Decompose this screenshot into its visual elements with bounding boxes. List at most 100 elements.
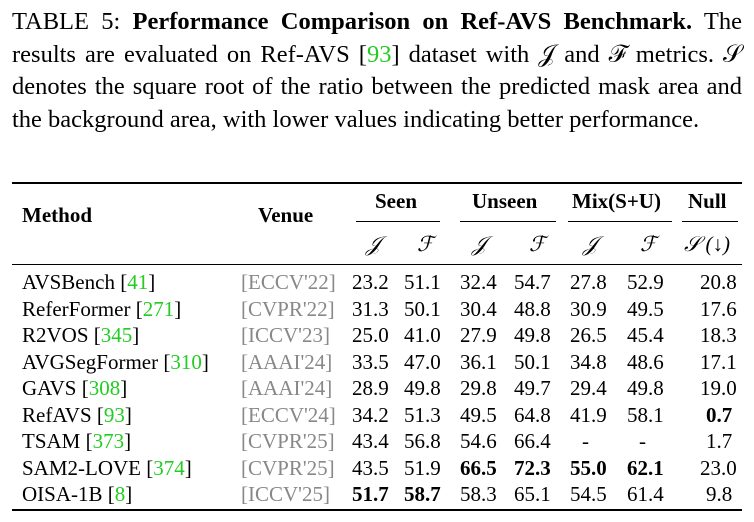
value-cell: 61.4 [627, 482, 664, 506]
citation-link[interactable]: 271 [142, 296, 175, 321]
value-cell: 19.0 [700, 376, 737, 400]
value-cell: 31.3 [352, 296, 389, 321]
citation-close-bracket: ] [184, 455, 192, 480]
caption-text-2: ] dataset with 𝒥 and ℱ metrics. 𝒮 denote… [12, 40, 742, 133]
header-seen: Seen [375, 189, 417, 213]
citation-close-bracket: ] [124, 402, 132, 427]
value-cell: 48.8 [514, 296, 551, 321]
citation-close-bracket: ] [201, 349, 209, 374]
table-row: SAM2-LOVE [374] [CVPR'25] 43.5 51.9 66.5 72.3… [12, 456, 742, 482]
value-cell: 48.6 [627, 349, 664, 374]
citation-link[interactable]: 8 [114, 482, 126, 506]
value-cell: 50.1 [404, 296, 441, 321]
citation-link[interactable]: 374 [153, 455, 185, 480]
subheader-unseen-j: 𝒥 [472, 232, 487, 256]
value-cell: 49.5 [460, 402, 497, 427]
value-cell: 58.3 [460, 482, 497, 506]
value-cell: 27.8 [570, 270, 607, 294]
table-row: RefAVS [93] [ECCV'24] 34.2 51.3 49.5 64.8 41.9… [12, 403, 742, 429]
value-cell: 72.3 [514, 455, 551, 480]
citation-close-bracket: ] [174, 296, 182, 321]
value-cell: 51.3 [404, 402, 441, 427]
value-cell: 34.2 [352, 402, 389, 427]
value-cell: 49.8 [627, 376, 664, 400]
table-mid-rule [12, 264, 742, 265]
value-cell: 50.1 [514, 349, 551, 374]
value-cell: 43.4 [352, 429, 389, 453]
value-cell: 58.1 [627, 402, 664, 427]
caption-label: TABLE 5: [12, 8, 121, 35]
citation-open-bracket: [ [80, 429, 93, 453]
citation-link[interactable]: 41 [127, 270, 149, 294]
value-cell: 54.7 [514, 270, 551, 294]
value-cell: 17.1 [700, 349, 737, 374]
caption-ref[interactable]: 93 [366, 40, 392, 68]
citation-link[interactable]: 93 [103, 402, 125, 427]
table-row: AVGSegFormer [310] [AAAI'24] 33.5 47.0 36.1 5… [12, 350, 742, 376]
group-rule-unseen [460, 221, 556, 222]
citation-open-bracket: [ [88, 323, 101, 347]
table-row: ReferFormer [271] [CVPR'22] 31.3 50.1 30.4 48… [12, 297, 742, 323]
method-name: AVGSegFormer [310] [22, 350, 209, 375]
table-bottom-rule [12, 509, 742, 511]
method-name: R2VOS [345] [22, 323, 139, 348]
citation-close-bracket: ] [124, 429, 132, 453]
table-row: OISA-1B [8] [ICCV'25] 51.7 58.7 58.3 65.1 54.5… [12, 482, 742, 508]
subheader-seen-j: 𝒥 [366, 232, 381, 256]
venue-cell: [AAAI'24] [241, 349, 333, 374]
venue-cell: [ECCV'22] [241, 270, 336, 294]
value-cell: 56.8 [404, 429, 441, 453]
venue-cell: [ECCV'24] [241, 402, 336, 427]
value-cell: 55.0 [570, 455, 607, 480]
value-cell: 1.7 [706, 429, 733, 453]
citation-link[interactable]: 310 [170, 349, 202, 374]
citation-open-bracket: [ [102, 482, 115, 506]
value-cell: 49.8 [514, 323, 551, 347]
citation-link[interactable]: 345 [100, 323, 133, 347]
value-cell: 52.9 [627, 270, 664, 294]
value-cell: 51.1 [404, 270, 441, 294]
value-cell: 54.6 [460, 429, 497, 453]
subheader-unseen-f: ℱ [529, 232, 546, 256]
value-cell: 54.5 [570, 482, 607, 506]
table-caption: TABLE 5: Performance Comparison on Ref-A… [12, 6, 742, 136]
citation-open-bracket: [ [141, 455, 154, 480]
value-cell: - [582, 429, 589, 453]
caption-title: Performance Comparison on Ref-AVS Benchm… [132, 8, 693, 35]
method-name: TSAM [373] [22, 429, 131, 454]
citation-link[interactable]: 308 [88, 376, 121, 400]
group-rule-seen [356, 221, 440, 222]
citation-open-bracket: [ [114, 270, 128, 294]
header-unseen: Unseen [472, 189, 538, 213]
method-label: GAVS [22, 376, 77, 400]
value-cell: 32.4 [460, 270, 497, 294]
value-cell: 33.5 [352, 349, 389, 374]
header-venue: Venue [258, 203, 314, 227]
value-cell: 51.9 [404, 455, 441, 480]
value-cell: 23.2 [352, 270, 389, 294]
venue-cell: [CVPR'22] [241, 296, 335, 321]
value-cell: 28.9 [352, 376, 389, 400]
value-cell: 20.8 [700, 270, 737, 294]
citation-close-bracket: ] [148, 270, 156, 294]
value-cell: 49.5 [627, 296, 664, 321]
value-cell: 58.7 [404, 482, 441, 506]
method-name: SAM2-LOVE [374] [22, 456, 192, 481]
method-name: GAVS [308] [22, 376, 127, 401]
value-cell: 9.8 [706, 482, 733, 506]
value-cell: 27.9 [460, 323, 497, 347]
value-cell: 47.0 [404, 349, 441, 374]
value-cell: 23.0 [700, 455, 737, 480]
table-row: R2VOS [345] [ICCV'23] 25.0 41.0 27.9 49.8 26.5… [12, 323, 742, 349]
table-row: AVSBench [41] [ECCV'22] 23.2 51.1 32.4 54.7 27… [12, 270, 742, 296]
method-name: ReferFormer [271] [22, 297, 181, 322]
subheader-null-s: 𝒮 (↓) [684, 232, 730, 256]
citation-open-bracket: [ [158, 349, 171, 374]
citation-link[interactable]: 373 [92, 429, 125, 453]
value-cell: 64.8 [514, 402, 551, 427]
citation-close-bracket: ] [120, 376, 128, 400]
value-cell: 30.4 [460, 296, 497, 321]
value-cell: 49.8 [404, 376, 441, 400]
value-cell: 51.7 [352, 482, 389, 506]
citation-open-bracket: [ [130, 296, 143, 321]
